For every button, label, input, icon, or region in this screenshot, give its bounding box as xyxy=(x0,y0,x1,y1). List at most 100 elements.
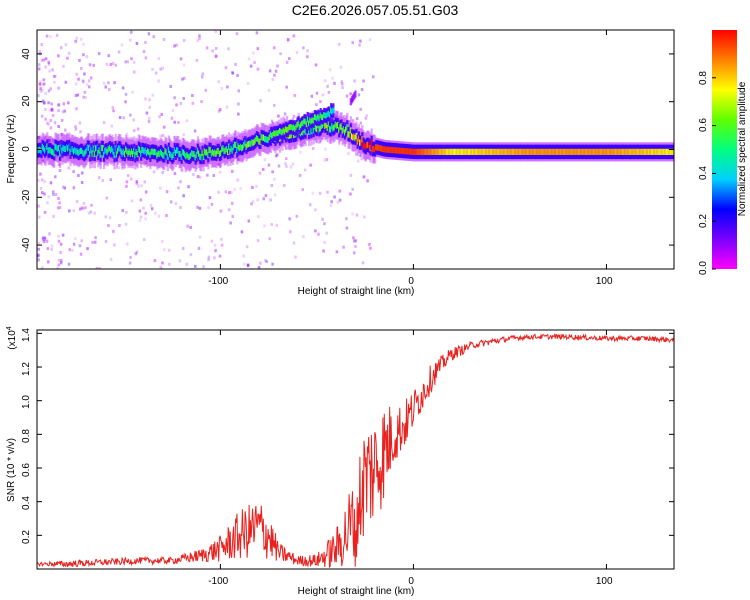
spectrogram-noise-cell xyxy=(59,261,63,265)
spectrogram-noise-cell xyxy=(242,254,245,258)
spectrogram-core-cell xyxy=(145,149,149,157)
spectrogram-noise-cell xyxy=(298,173,302,177)
spectrogram-noise-cell xyxy=(271,77,275,81)
spectrogram-noise-cell xyxy=(187,185,190,189)
spectrogram-core-cell xyxy=(506,148,509,155)
spectrogram-core-cell xyxy=(78,148,81,156)
spectrogram-noise-cell xyxy=(82,80,85,84)
spectrogram-secondary-core-cell xyxy=(291,125,294,131)
spectrogram-noise-cell xyxy=(191,94,194,98)
spectrogram-noise-cell xyxy=(338,42,341,46)
spectrogram-noise-cell xyxy=(125,132,129,136)
spectrogram-noise-cell xyxy=(220,243,224,247)
spectrogram-core-cell xyxy=(667,148,670,155)
spectrogram-noise-cell xyxy=(181,77,184,81)
spectrogram-core-cell xyxy=(397,147,400,154)
spectrogram-noise-cell xyxy=(338,189,341,193)
spectrogram-noise-cell xyxy=(108,216,112,220)
spectrogram-ticks xyxy=(37,30,674,269)
spectrogram-core-cell xyxy=(559,148,562,155)
spectrogram-core-cell xyxy=(194,154,197,161)
spectrogram-core-cell xyxy=(182,149,186,156)
spectrogram-core-cell xyxy=(473,148,476,155)
spectrogram-noise-cell xyxy=(121,209,124,213)
spectrogram-core-cell xyxy=(195,151,198,159)
spectrogram-core-cell xyxy=(548,148,552,155)
spectrogram-noise-cell xyxy=(200,100,203,104)
spectrogram-core-cell xyxy=(206,149,209,156)
spectrogram-noise-cell xyxy=(193,129,197,133)
spectrogram-core-cell xyxy=(561,148,564,155)
spectrogram-core-cell xyxy=(631,148,634,155)
spectrogram-noise-cell xyxy=(237,112,240,116)
spectrogram-core-cell xyxy=(547,148,550,155)
spectrogram-noise-cell xyxy=(78,207,82,211)
spectrogram-noise-cell xyxy=(132,70,136,74)
spectrogram-core-cell xyxy=(389,146,392,153)
spectrogram-noise-cell xyxy=(39,186,43,190)
spectrogram-noise-cell xyxy=(60,133,64,137)
spectrogram-core-cell xyxy=(155,149,158,156)
spectrogram-noise-cell xyxy=(53,74,57,78)
spectrogram-core-cell xyxy=(628,148,632,155)
spectrogram-noise-cell xyxy=(230,201,234,205)
spectrogram-noise-cell xyxy=(245,245,249,249)
spectrogram-core-cell xyxy=(251,139,254,146)
spectrogram-noise-cell xyxy=(86,155,90,159)
spectrogram-core-cell xyxy=(427,148,430,155)
spectrogram-noise-cell xyxy=(128,261,132,265)
spectrogram-noise-cell xyxy=(154,71,158,75)
spectrogram-noise-cell xyxy=(241,131,244,135)
spectrogram-core-cell xyxy=(142,147,145,154)
spectrogram-core-cell xyxy=(42,145,45,152)
spectrogram-noise-cell xyxy=(129,113,132,117)
spectrogram-core-cell xyxy=(55,144,58,151)
spectrogram-noise-cell xyxy=(231,214,235,218)
colorbar-ticks xyxy=(712,77,716,270)
spectrogram-noise-cell xyxy=(138,209,142,213)
spectrogram-core-cell xyxy=(515,148,518,155)
spectrogram-core-cell xyxy=(60,144,63,151)
spectrogram-core-cell xyxy=(380,145,384,152)
spectrogram-noise-cell xyxy=(89,210,93,214)
spectrogram-core-cell xyxy=(129,150,132,157)
spectrogram-noise-cell xyxy=(126,242,129,246)
spectrogram-noise-cell xyxy=(208,196,212,200)
spectrogram-core-cell xyxy=(428,148,431,155)
spectrogram-secondary-core-cell xyxy=(328,111,332,118)
spectrogram-noise-cell xyxy=(82,53,85,57)
spectrogram-core-cell xyxy=(528,148,531,155)
spectrogram-core-cell xyxy=(150,148,153,155)
spectrogram-noise-cell xyxy=(279,52,282,56)
spectrogram-noise-cell xyxy=(213,243,217,247)
spectrogram-core-cell xyxy=(394,147,398,154)
spectrogram-core-cell xyxy=(611,148,614,155)
spectrogram-core-cell xyxy=(318,126,321,133)
spectrogram-noise-cell xyxy=(79,67,83,71)
spectrogram-noise-cell xyxy=(60,118,64,122)
spectrogram-noise-cell xyxy=(130,199,134,203)
spectrogram-noise-cell xyxy=(81,206,84,210)
spectrogram-core-cell xyxy=(160,150,164,157)
spectrogram-noise-cell xyxy=(249,64,253,68)
spectrogram-core-cell xyxy=(463,148,466,155)
spectrogram-core-cell xyxy=(595,148,598,155)
spectrogram-noise-cell xyxy=(95,266,99,269)
colorbar-tick-label-06: 0.6 xyxy=(698,118,709,132)
spectrogram-noise-cell xyxy=(149,203,153,207)
spectrogram-core-cell xyxy=(664,148,667,155)
spectrogram-noise-cell xyxy=(322,249,325,253)
spectrogram-core-cell xyxy=(598,148,601,155)
spectrogram-noise-cell xyxy=(124,60,127,64)
spectrogram-noise-cell xyxy=(359,39,362,43)
spectrogram-core-cell xyxy=(566,148,569,155)
spectrogram-core-cell xyxy=(526,148,530,155)
spectrogram-core-cell xyxy=(225,146,228,153)
spectrogram-core-cell xyxy=(178,150,181,158)
spectrogram-noise-cell xyxy=(179,101,183,105)
spectrogram-core-cell xyxy=(486,148,489,155)
spectrogram-noise-cell xyxy=(61,233,65,237)
spectrogram-core-cell xyxy=(671,148,674,155)
spectrogram-core-cell xyxy=(174,149,178,156)
spectrogram-secondary-core-cell xyxy=(308,120,311,127)
